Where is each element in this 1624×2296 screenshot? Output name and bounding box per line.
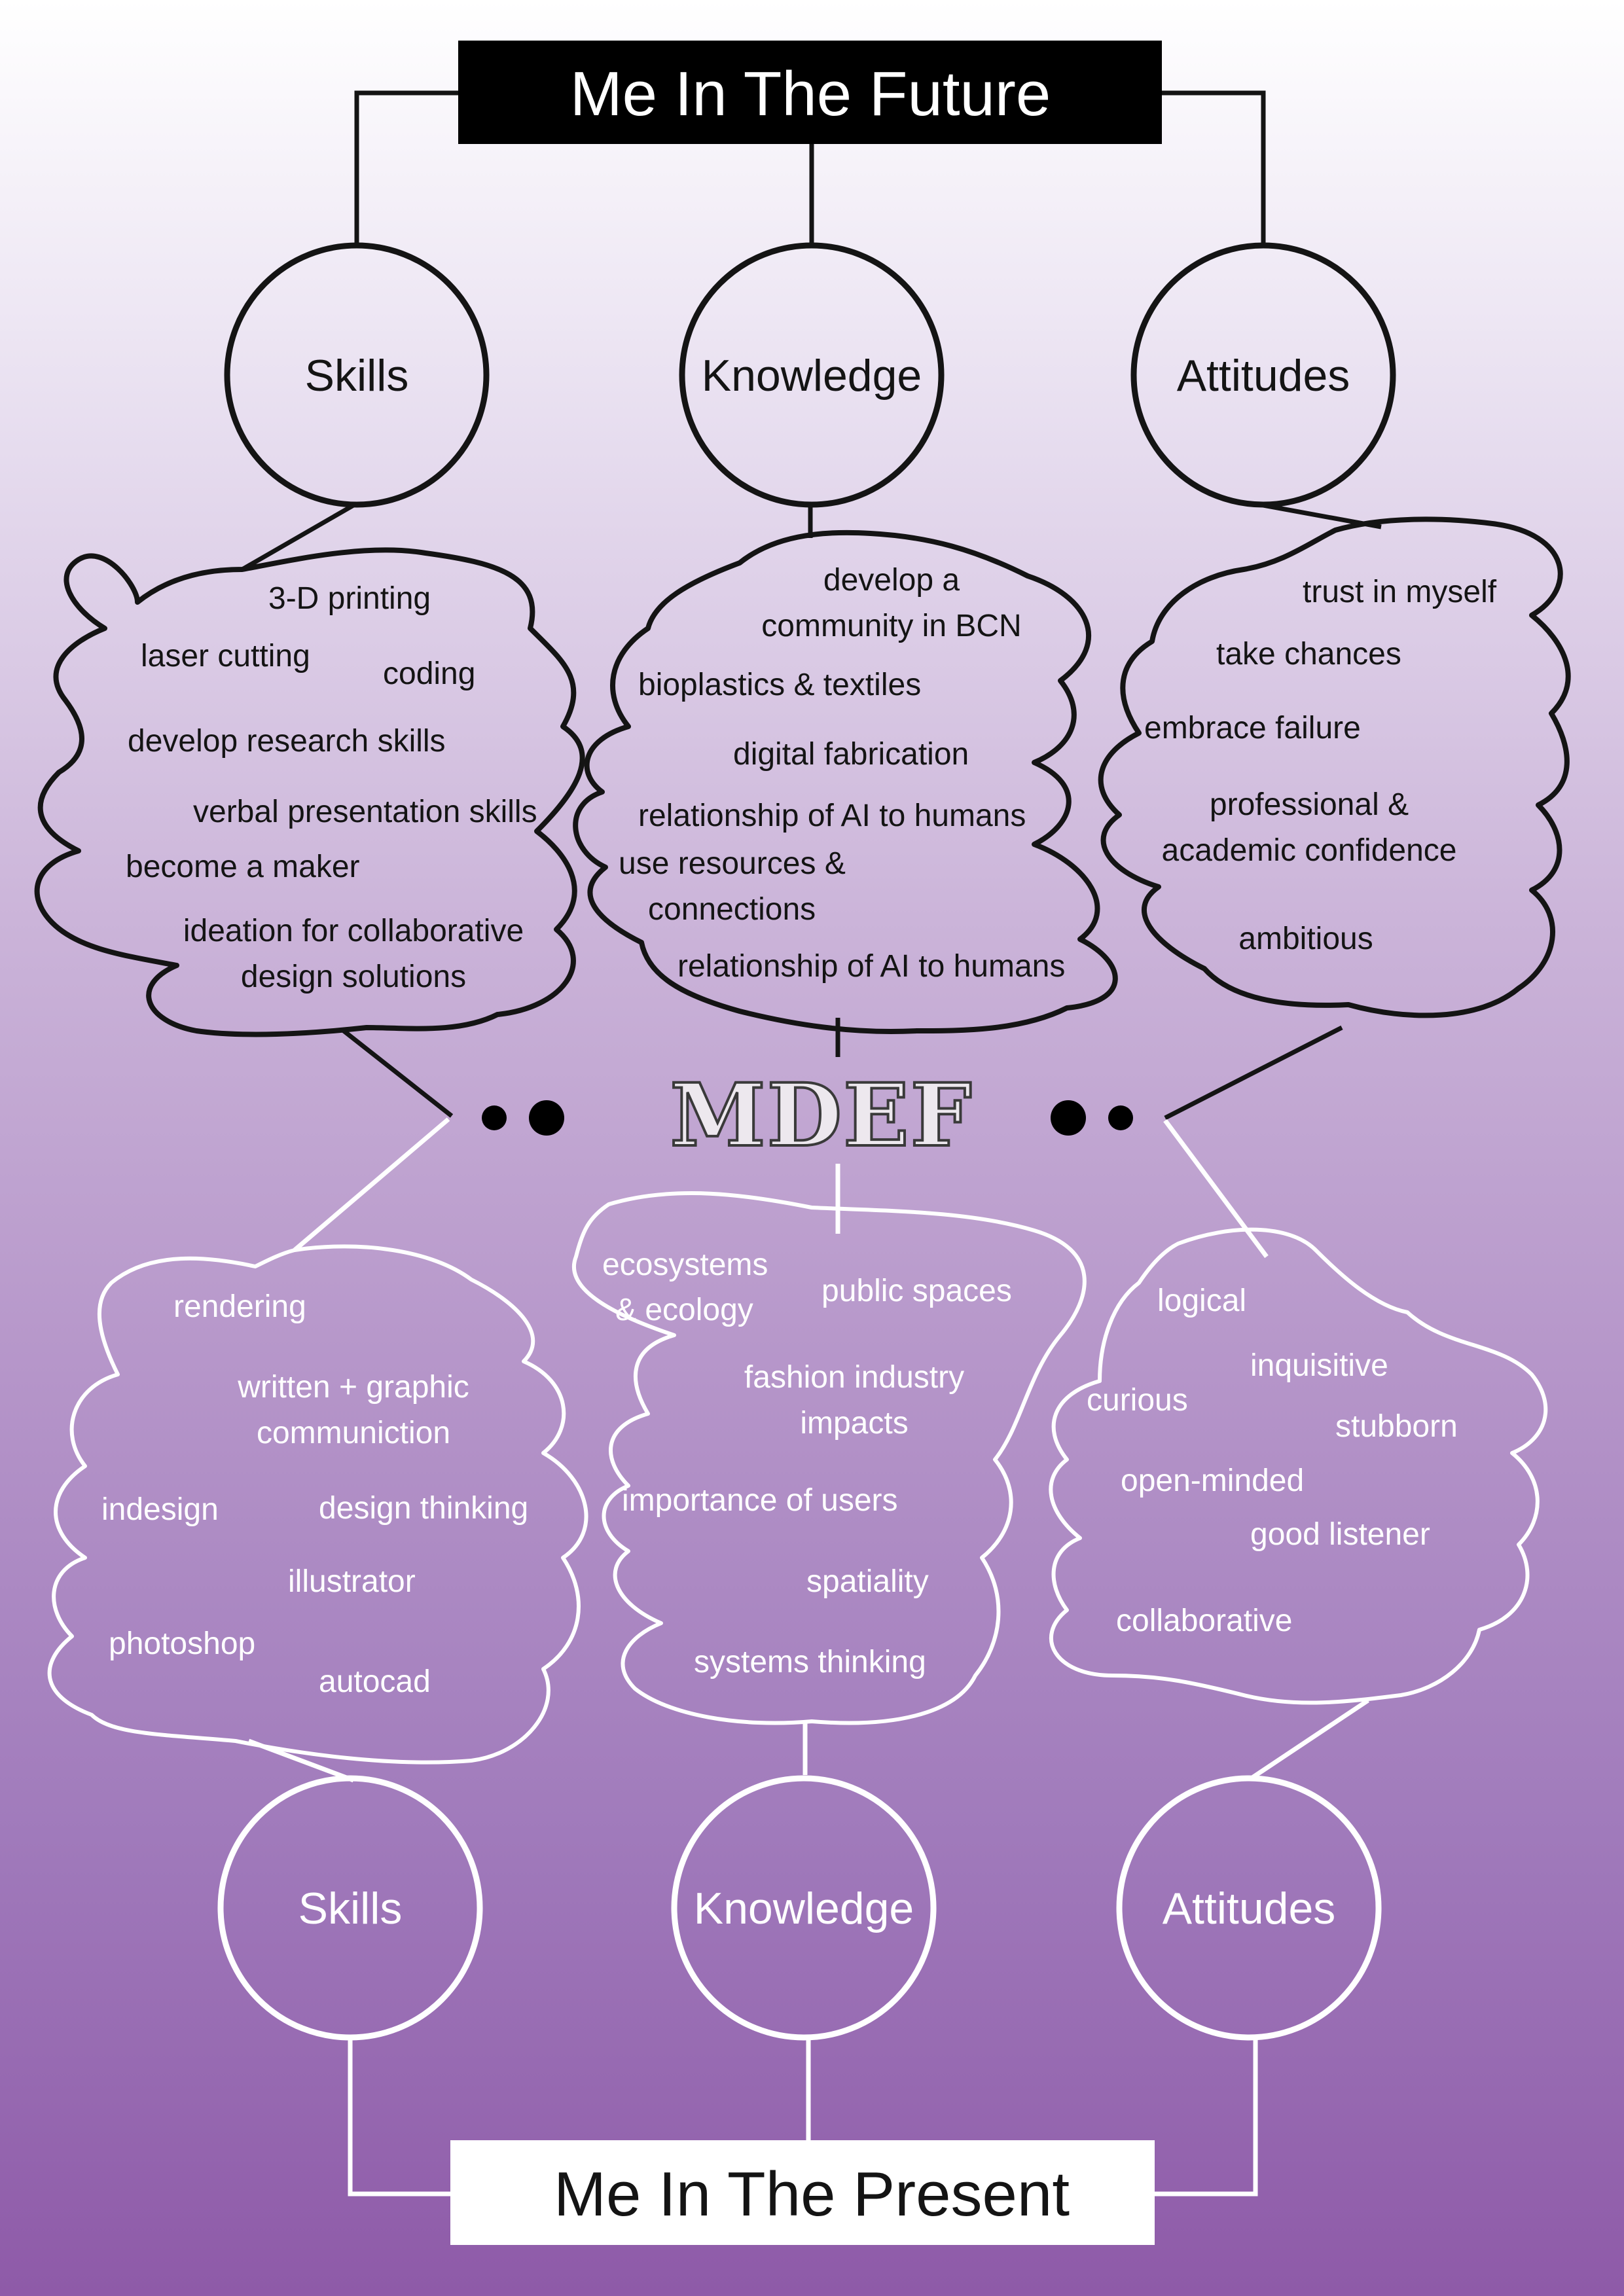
present-attitudes-items: logical inquisitive curious stubborn ope… — [1087, 1283, 1458, 1638]
item-design-solutions: design solutions — [241, 960, 466, 994]
item-logical: logical — [1157, 1283, 1246, 1318]
item-embrace-failure: embrace failure — [1144, 711, 1361, 745]
item-trust-in-myself: trust in myself — [1303, 575, 1497, 609]
present-knowledge-label: Knowledge — [694, 1884, 914, 1933]
future-skills-items: 3-D printing laser cutting coding develo… — [126, 581, 537, 994]
item-community-in-bcn: community in BCN — [761, 609, 1021, 643]
item-professional: professional & — [1210, 787, 1409, 822]
dot-left-small — [482, 1105, 507, 1130]
present-attitudes-circle — [1116, 1775, 1382, 2041]
present-title: Me In The Present — [554, 2159, 1070, 2229]
present-skills-cloud — [47, 1244, 588, 1765]
item-stubborn: stubborn — [1335, 1409, 1458, 1444]
present-knowledge-cloud — [572, 1191, 1087, 1725]
link-skills-cloud-to-mdef — [342, 1029, 454, 1118]
present-connectors — [348, 2037, 1258, 2197]
present-attitudes-cloud — [1049, 1227, 1548, 1705]
future-skills-cloud — [34, 547, 585, 1037]
future-title-box: Me In The Future — [458, 41, 1162, 144]
future-knowledge-cloud — [573, 529, 1118, 1034]
item-develop-research-skills: develop research skills — [128, 724, 446, 759]
dot-right-small — [1108, 1105, 1133, 1130]
item-importance-of-users: importance of users — [622, 1483, 898, 1518]
item-public-spaces: public spaces — [821, 1274, 1012, 1308]
item-3d-printing: 3-D printing — [268, 581, 431, 616]
present-links — [247, 1117, 1369, 1783]
item-and-ecology: & ecology — [615, 1293, 753, 1327]
present-title-background — [450, 2140, 1155, 2245]
item-indesign: indesign — [101, 1492, 219, 1527]
dot-right-large — [1051, 1100, 1086, 1136]
item-autocad: autocad — [319, 1664, 431, 1699]
item-relationship-ai-humans-2: relationship of AI to humans — [677, 949, 1065, 984]
item-inquisitive: inquisitive — [1250, 1348, 1388, 1383]
item-ideation-for-collaborative: ideation for collaborative — [183, 914, 524, 948]
link-attitudes-cloud-to-mdef — [1164, 1025, 1343, 1121]
future-attitudes-cloud — [1098, 516, 1571, 1018]
item-spatiality: spatiality — [806, 1564, 929, 1599]
present-skills-label: Skills — [298, 1884, 403, 1933]
item-fashion-industry: fashion industry — [744, 1360, 964, 1395]
item-design-thinking: design thinking — [319, 1491, 528, 1526]
dot-left-large — [529, 1100, 564, 1136]
future-connectors — [354, 90, 1266, 243]
item-connections: connections — [648, 892, 816, 927]
item-photoshop: photoshop — [109, 1626, 255, 1661]
item-written-graphic: written + graphic — [237, 1370, 469, 1405]
item-academic-confidence: academic confidence — [1162, 833, 1457, 868]
future-nodes — [224, 242, 1396, 508]
future-attitudes-items: trust in myself take chances embrace fai… — [1144, 575, 1497, 956]
present-knowledge-circle — [671, 1775, 937, 2041]
present-title-box: Me In The Present — [450, 2140, 1155, 2245]
future-knowledge-items: develop a community in BCN bioplastics &… — [619, 563, 1065, 984]
present-skills-items: rendering written + graphic communiction… — [101, 1289, 528, 1699]
mdef-center: MDEF — [482, 1064, 1133, 1168]
future-attitudes-label: Attitudes — [1177, 351, 1350, 401]
item-use-resources: use resources & — [619, 846, 846, 881]
connector-present-title-to-skills — [348, 2037, 452, 2197]
item-coding: coding — [383, 656, 475, 691]
present-knowledge-items: ecosystems & ecology public spaces fashi… — [602, 1247, 1012, 1679]
item-digital-fabrication: digital fabrication — [733, 737, 969, 772]
item-verbal-presentation-skills: verbal presentation skills — [193, 795, 537, 829]
future-title-background — [458, 41, 1162, 144]
connector-title-to-skills — [354, 90, 458, 243]
future-clouds — [34, 516, 1571, 1037]
link-mdef-to-present-skills-cloud — [293, 1117, 450, 1252]
future-knowledge-label: Knowledge — [702, 351, 922, 401]
item-rendering: rendering — [173, 1289, 306, 1324]
link-mdef-to-present-attitudes-cloud — [1163, 1119, 1269, 1259]
present-clouds — [47, 1191, 1548, 1765]
link-skills-circle-to-cloud — [241, 503, 355, 572]
item-become-a-maker: become a maker — [126, 850, 360, 884]
future-attitudes-circle — [1130, 242, 1396, 508]
present-nodes — [217, 1775, 1382, 2041]
item-systems-thinking: systems thinking — [694, 1645, 926, 1679]
item-illustrator: illustrator — [288, 1564, 416, 1599]
item-take-chances: take chances — [1216, 637, 1401, 672]
item-open-minded: open-minded — [1121, 1463, 1304, 1498]
present-attitudes-label: Attitudes — [1163, 1884, 1336, 1933]
item-bioplastics-textiles: bioplastics & textiles — [638, 668, 921, 702]
connector-present-title-to-attitudes — [1153, 2037, 1258, 2197]
future-skills-circle — [224, 242, 490, 508]
item-communiction: communiction — [257, 1416, 450, 1450]
item-impacts: impacts — [800, 1406, 908, 1441]
mdef-label: MDEF — [670, 1065, 973, 1166]
item-develop-a: develop a — [823, 563, 960, 598]
item-curious: curious — [1087, 1383, 1188, 1418]
future-title: Me In The Future — [570, 59, 1051, 129]
item-good-listener: good listener — [1250, 1517, 1430, 1552]
item-ecosystems: ecosystems — [602, 1247, 768, 1282]
item-ambitious: ambitious — [1238, 922, 1373, 956]
item-collaborative: collaborative — [1116, 1604, 1292, 1638]
item-laser-cutting: laser cutting — [141, 639, 310, 673]
connector-title-to-attitudes — [1162, 90, 1266, 243]
future-knowledge-circle — [679, 242, 945, 508]
future-skills-label: Skills — [305, 351, 409, 401]
link-present-attitudes-cloud-to-circle — [1249, 1698, 1369, 1781]
item-relationship-ai-humans-1: relationship of AI to humans — [638, 798, 1026, 833]
